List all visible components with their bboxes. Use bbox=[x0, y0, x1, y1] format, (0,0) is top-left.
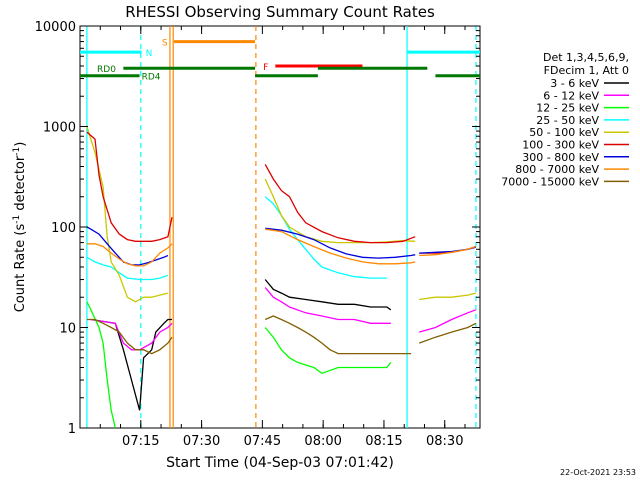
series-line bbox=[86, 226, 169, 266]
legend-entry-label: 12 - 25 keV bbox=[536, 102, 599, 115]
series-line bbox=[418, 322, 477, 344]
series-line bbox=[264, 287, 391, 324]
flag-label: RD0 bbox=[97, 65, 116, 75]
x-tick-label: 08:00 bbox=[304, 434, 341, 449]
x-tick-label: 07:45 bbox=[244, 434, 281, 449]
series-line bbox=[264, 315, 412, 355]
series-line bbox=[265, 228, 416, 265]
series-line bbox=[86, 243, 173, 267]
legend-entry-label: 25 - 50 keV bbox=[536, 114, 599, 127]
x-tick-label: 07:30 bbox=[183, 434, 220, 449]
state-flag-bars: S F N RD0 RD4 bbox=[80, 39, 480, 83]
series-line bbox=[86, 301, 116, 429]
series-line bbox=[419, 246, 477, 254]
y-axis: 1 10 100 1000 10000 bbox=[35, 20, 480, 437]
x-axis-label: Start Time (04-Sep-03 07:01:42) bbox=[166, 455, 394, 471]
generation-timestamp: 22-Oct-2021 23:53 bbox=[560, 468, 636, 477]
flag-label: RD4 bbox=[142, 73, 161, 83]
legend-entry-label: 7000 - 15000 keV bbox=[501, 175, 599, 188]
series-line bbox=[265, 227, 416, 259]
y-tick-label: 1 bbox=[68, 422, 76, 437]
legend-header: FDecim 1, Att 0 bbox=[544, 64, 629, 77]
series-line bbox=[419, 292, 477, 301]
x-axis: 07:15 07:30 07:45 08:00 08:15 08:30 bbox=[99, 26, 466, 449]
flag-label: F bbox=[263, 63, 268, 73]
series-line bbox=[86, 126, 169, 303]
series-line bbox=[264, 327, 392, 375]
series-line bbox=[419, 309, 477, 333]
legend-entry-label: 100 - 300 keV bbox=[522, 139, 599, 152]
series-line bbox=[264, 196, 387, 279]
x-tick-label: 07:15 bbox=[122, 434, 159, 449]
mode-boundary-lines bbox=[86, 26, 477, 428]
series-line bbox=[419, 245, 477, 257]
x-tick-label: 08:15 bbox=[365, 434, 402, 449]
legend-entry-label: 6 - 12 keV bbox=[543, 89, 599, 102]
y-tick-label: 1000 bbox=[43, 121, 76, 136]
y-tick-label: 10000 bbox=[35, 20, 76, 35]
flag-label: S bbox=[162, 39, 168, 49]
series-line bbox=[264, 164, 416, 244]
legend: Det 1,3,4,5,6,9,FDecim 1, Att 03 - 6 keV… bbox=[501, 51, 629, 188]
y-tick-label: 100 bbox=[51, 221, 76, 236]
plot-frame bbox=[79, 25, 481, 429]
series-line bbox=[86, 256, 169, 281]
chart-title: RHESSI Observing Summary Count Rates bbox=[125, 3, 435, 21]
legend-entry-label: 300 - 800 keV bbox=[522, 151, 599, 164]
series-line bbox=[86, 318, 173, 355]
legend-entry-label: 800 - 7000 keV bbox=[515, 163, 599, 176]
series-line bbox=[264, 178, 416, 244]
y-axis-label: Count Rate (s-1 detector-1) bbox=[12, 142, 28, 313]
series-line bbox=[86, 131, 173, 242]
x-tick-label: 08:30 bbox=[426, 434, 463, 449]
legend-entry-label: 3 - 6 keV bbox=[550, 77, 599, 90]
legend-header: Det 1,3,4,5,6,9, bbox=[543, 51, 629, 64]
series-line bbox=[264, 279, 392, 311]
legend-entry-label: 50 - 100 keV bbox=[529, 126, 599, 139]
y-tick-label: 10 bbox=[59, 322, 76, 337]
series-lines bbox=[86, 126, 477, 429]
series-line bbox=[90, 318, 172, 411]
flag-label: N bbox=[146, 49, 153, 59]
